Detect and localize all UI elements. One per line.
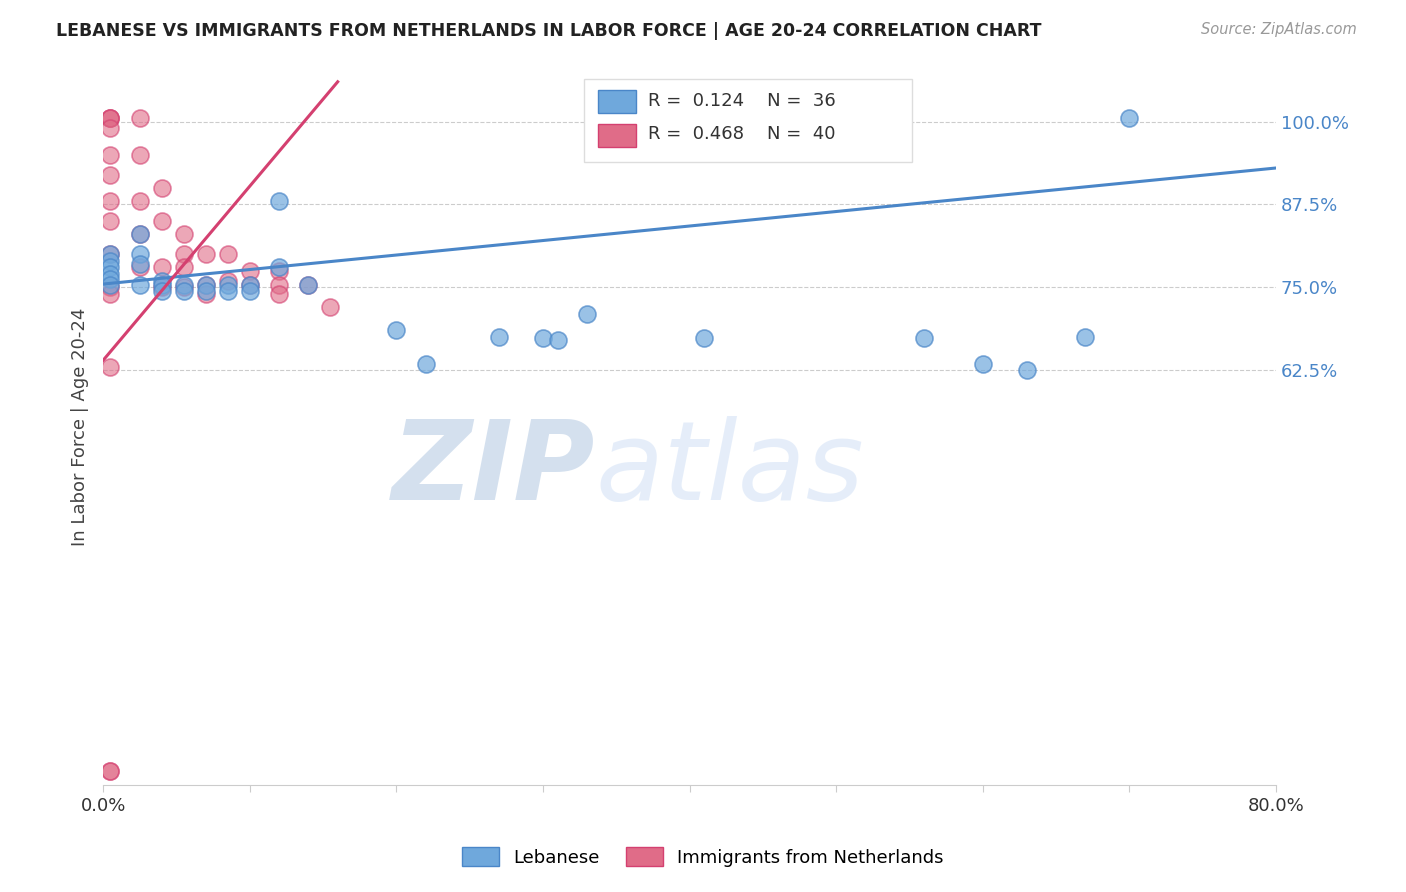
- Point: [297, 278, 319, 293]
- Point: [239, 264, 262, 278]
- Point: [100, 112, 122, 126]
- Point: [128, 112, 150, 126]
- Point: [194, 278, 217, 293]
- Point: [100, 359, 122, 374]
- Point: [575, 307, 598, 321]
- Point: [194, 247, 217, 261]
- Point: [912, 331, 935, 345]
- Point: [693, 331, 716, 345]
- Point: [100, 287, 122, 301]
- Point: [217, 274, 239, 288]
- Point: [173, 278, 195, 293]
- Point: [128, 194, 150, 209]
- FancyBboxPatch shape: [583, 79, 912, 161]
- Point: [488, 330, 510, 344]
- Point: [1074, 330, 1097, 344]
- Point: [267, 194, 290, 209]
- Point: [267, 278, 290, 293]
- Point: [194, 287, 217, 301]
- Point: [415, 357, 437, 371]
- Point: [173, 227, 195, 242]
- Y-axis label: In Labor Force | Age 20-24: In Labor Force | Age 20-24: [72, 308, 89, 546]
- Point: [100, 764, 122, 779]
- Point: [267, 264, 290, 278]
- Point: [217, 285, 239, 299]
- Point: [128, 227, 150, 242]
- Point: [173, 280, 195, 294]
- Point: [150, 260, 173, 275]
- Point: [100, 764, 122, 779]
- Point: [100, 272, 122, 286]
- Point: [1015, 363, 1038, 377]
- Point: [547, 334, 569, 348]
- Point: [150, 181, 173, 195]
- Point: [194, 284, 217, 298]
- Point: [297, 278, 319, 293]
- Text: atlas: atlas: [596, 416, 865, 523]
- Point: [128, 260, 150, 275]
- Point: [100, 247, 122, 261]
- Point: [239, 278, 262, 293]
- Point: [150, 274, 173, 288]
- Point: [150, 284, 173, 298]
- Text: R =  0.468    N =  40: R = 0.468 N = 40: [648, 126, 837, 144]
- Point: [128, 257, 150, 271]
- Bar: [598, 124, 636, 147]
- Point: [173, 247, 195, 261]
- Legend: Lebanese, Immigrants from Netherlands: Lebanese, Immigrants from Netherlands: [456, 840, 950, 874]
- Point: [100, 260, 122, 275]
- Point: [1118, 112, 1140, 126]
- Point: [100, 280, 122, 294]
- Point: [100, 267, 122, 281]
- Point: [267, 260, 290, 275]
- Text: ZIP: ZIP: [392, 416, 596, 523]
- Point: [239, 285, 262, 299]
- Text: Source: ZipAtlas.com: Source: ZipAtlas.com: [1201, 22, 1357, 37]
- Text: R =  0.124    N =  36: R = 0.124 N = 36: [648, 92, 837, 110]
- Point: [217, 278, 239, 293]
- Point: [100, 194, 122, 209]
- Point: [100, 214, 122, 228]
- Point: [194, 278, 217, 293]
- Point: [100, 278, 122, 293]
- Point: [173, 260, 195, 275]
- Point: [173, 284, 195, 298]
- Point: [100, 247, 122, 261]
- Point: [150, 214, 173, 228]
- Bar: [598, 90, 636, 113]
- Point: [128, 247, 150, 261]
- Point: [128, 278, 150, 293]
- Point: [128, 147, 150, 161]
- Point: [385, 323, 408, 337]
- Text: LEBANESE VS IMMIGRANTS FROM NETHERLANDS IN LABOR FORCE | AGE 20-24 CORRELATION C: LEBANESE VS IMMIGRANTS FROM NETHERLANDS …: [56, 22, 1042, 40]
- Point: [100, 112, 122, 126]
- Point: [100, 147, 122, 161]
- Point: [972, 357, 994, 371]
- Point: [128, 227, 150, 242]
- Point: [319, 300, 342, 314]
- Point: [531, 331, 554, 345]
- Point: [100, 168, 122, 182]
- Point: [217, 247, 239, 261]
- Point: [100, 253, 122, 268]
- Point: [150, 278, 173, 293]
- Point: [267, 287, 290, 301]
- Point: [100, 121, 122, 136]
- Point: [239, 278, 262, 293]
- Point: [100, 112, 122, 126]
- Point: [150, 280, 173, 294]
